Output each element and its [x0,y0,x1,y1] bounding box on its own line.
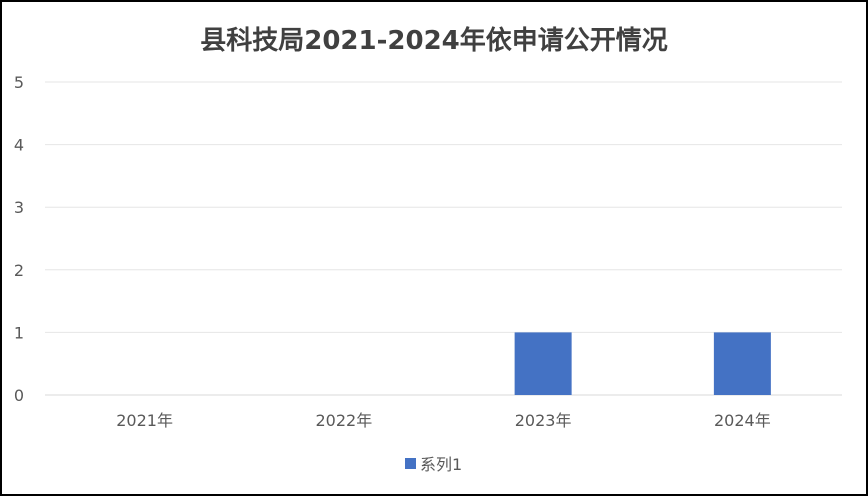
x-tick-label: 2022年 [316,411,373,430]
x-tick-label: 2021年 [116,411,173,430]
y-tick-label: 1 [14,323,24,342]
y-tick-label: 3 [14,198,24,217]
y-tick-label: 2 [14,261,24,280]
x-tick-label: 2023年 [515,411,572,430]
y-tick-label: 5 [14,73,24,92]
legend-label: 系列1 [420,455,463,474]
bar [514,332,572,395]
y-tick-label: 0 [14,386,24,405]
chart-title: 县科技局2021-2024年依申请公开情况 [200,26,668,56]
y-tick-label: 4 [14,136,24,155]
legend-swatch [405,457,416,469]
bar [713,332,771,395]
x-tick-label: 2024年 [714,411,771,430]
legend: 系列1 [405,451,462,475]
